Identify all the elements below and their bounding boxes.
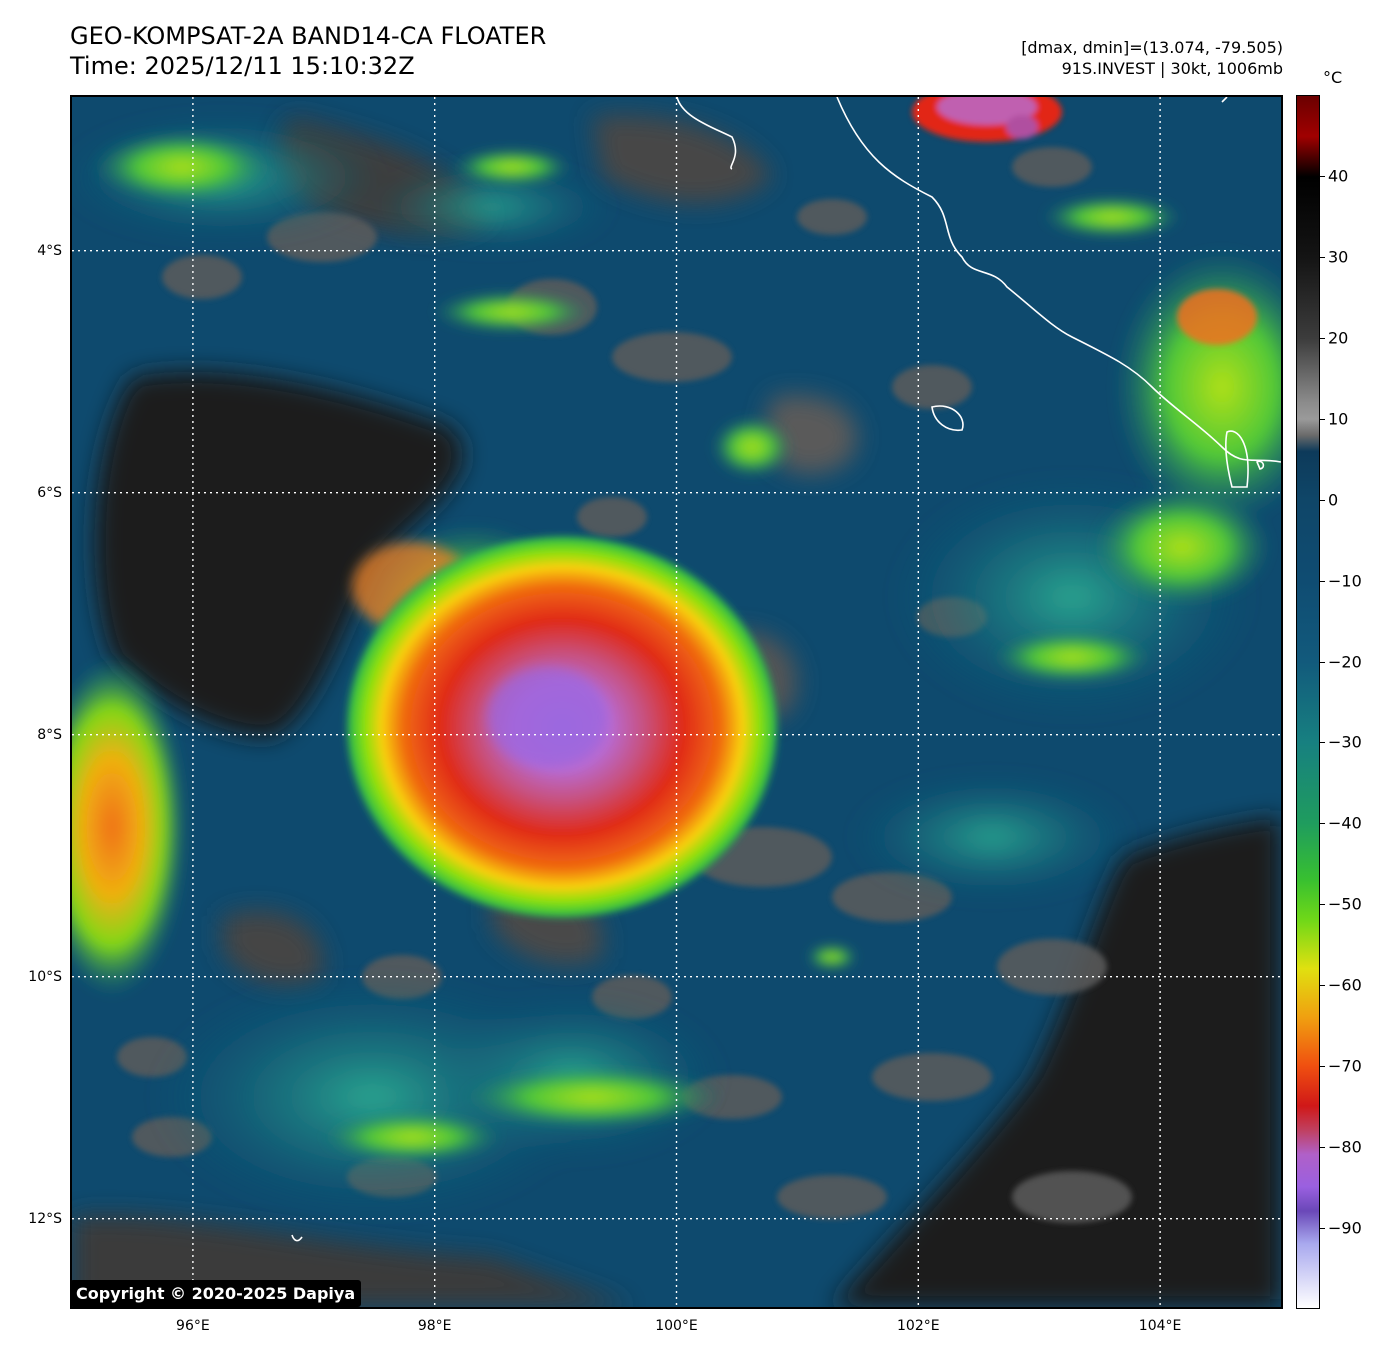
colorbar-tick bbox=[1320, 661, 1325, 663]
lat-lon-gridlines bbox=[72, 97, 1281, 1307]
storm-info-label: 91S.INVEST | 30kt, 1006mb bbox=[1061, 59, 1283, 78]
colorbar-tick-label: −60 bbox=[1328, 975, 1362, 995]
colorbar-tick bbox=[1320, 823, 1325, 825]
latitude-label: 10°S bbox=[28, 968, 62, 985]
colorbar-tick-label: 20 bbox=[1328, 328, 1349, 348]
latitude-label: 6°S bbox=[37, 484, 62, 501]
colorbar-tick bbox=[1320, 499, 1325, 501]
latitude-label: 8°S bbox=[37, 726, 62, 743]
colorbar-tick bbox=[1320, 904, 1325, 906]
colorbar-tick-label: −30 bbox=[1328, 732, 1362, 752]
colorbar-tick-label: −80 bbox=[1328, 1137, 1362, 1157]
colorbar-tick bbox=[1320, 580, 1325, 582]
longitude-label: 96°E bbox=[176, 1318, 210, 1334]
storm-91s-convection bbox=[342, 522, 782, 922]
colorbar-tick-label: −90 bbox=[1328, 1218, 1362, 1238]
satellite-imagery bbox=[72, 97, 1281, 1307]
colorbar-tick-label: 0 bbox=[1328, 490, 1339, 510]
latitude-label: 4°S bbox=[37, 242, 62, 259]
colorbar-tick-label: −40 bbox=[1328, 813, 1362, 833]
chart-title: GEO-KOMPSAT-2A BAND14-CA FLOATER bbox=[70, 22, 547, 50]
colorbar-tick bbox=[1320, 1147, 1325, 1149]
longitude-label: 102°E bbox=[897, 1318, 940, 1334]
colorbar-unit-label: °C bbox=[1323, 68, 1343, 87]
colorbar-tick-label: −20 bbox=[1328, 652, 1362, 672]
colorbar-tick-label: 40 bbox=[1328, 166, 1349, 186]
coastline bbox=[291, 97, 1281, 1242]
colorbar-tick bbox=[1320, 175, 1325, 177]
colorbar-tick-label: −10 bbox=[1328, 571, 1362, 591]
colorbar-tick-label: −70 bbox=[1328, 1056, 1362, 1076]
colorbar-tick-label: 10 bbox=[1328, 409, 1349, 429]
colorbar-tick-label: 30 bbox=[1328, 247, 1349, 267]
longitude-label: 104°E bbox=[1138, 1318, 1182, 1334]
latitude-label: 12°S bbox=[28, 1210, 62, 1227]
colorbar-tick bbox=[1320, 256, 1325, 258]
data-range-label: [dmax, dmin]=(13.074, -79.505) bbox=[1021, 38, 1283, 57]
longitude-label: 100°E bbox=[655, 1318, 698, 1334]
colorbar-tick-label: −50 bbox=[1328, 894, 1362, 914]
copyright-label: Copyright © 2020-2025 Dapiya bbox=[70, 1280, 362, 1307]
temperature-colorbar bbox=[1296, 95, 1320, 1309]
colorbar-tick bbox=[1320, 742, 1325, 744]
longitude-label: 98°E bbox=[417, 1318, 452, 1334]
colorbar-tick bbox=[1320, 418, 1325, 420]
colorbar-tick bbox=[1320, 985, 1325, 987]
satellite-map[interactable] bbox=[70, 95, 1283, 1309]
northeast-convective-cell bbox=[912, 97, 1257, 345]
colorbar-tick bbox=[1320, 1066, 1325, 1068]
colorbar-tick bbox=[1320, 337, 1325, 339]
chart-timestamp: Time: 2025/12/11 15:10:32Z bbox=[70, 52, 415, 80]
western-rain-band bbox=[72, 657, 187, 997]
colorbar-tick bbox=[1320, 1228, 1325, 1230]
